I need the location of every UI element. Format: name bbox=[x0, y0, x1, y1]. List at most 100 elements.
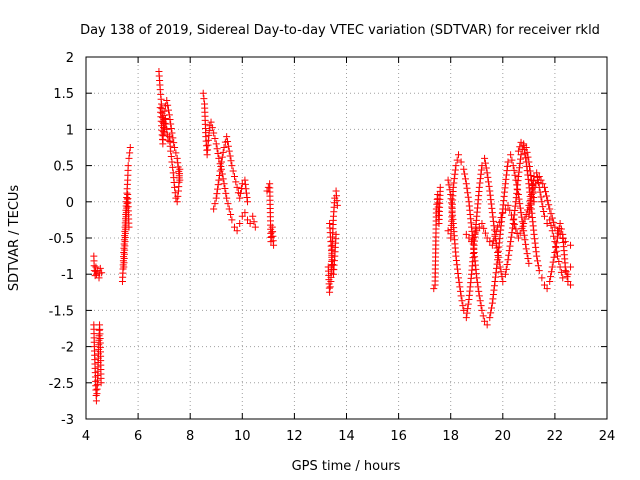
data-point bbox=[493, 264, 501, 272]
data-point bbox=[491, 277, 499, 285]
data-point bbox=[501, 180, 509, 188]
data-point bbox=[326, 288, 334, 296]
x-tick-label: 20 bbox=[495, 429, 512, 444]
data-point bbox=[212, 140, 220, 148]
data-point bbox=[463, 309, 471, 317]
data-point bbox=[167, 124, 175, 132]
data-point bbox=[564, 270, 572, 278]
data-point bbox=[502, 171, 510, 179]
data-point bbox=[216, 167, 224, 175]
data-point bbox=[464, 305, 472, 313]
x-tick-label: 4 bbox=[82, 429, 90, 444]
data-point bbox=[518, 224, 526, 232]
data-point bbox=[450, 175, 458, 183]
data-point bbox=[326, 283, 334, 291]
x-tick-label: 8 bbox=[186, 429, 194, 444]
data-point bbox=[210, 205, 218, 213]
data-point bbox=[161, 115, 169, 123]
data-point bbox=[236, 194, 244, 202]
data-point bbox=[554, 229, 562, 237]
data-point bbox=[473, 278, 481, 286]
data-point bbox=[168, 158, 176, 166]
data-point bbox=[523, 162, 531, 170]
data-point bbox=[455, 274, 463, 282]
data-point bbox=[487, 309, 495, 317]
data-point bbox=[492, 273, 500, 281]
data-point bbox=[242, 189, 250, 197]
data-point bbox=[477, 302, 485, 310]
data-point bbox=[526, 199, 534, 207]
data-point bbox=[469, 234, 477, 242]
data-point bbox=[516, 229, 524, 237]
data-point bbox=[487, 196, 495, 204]
data-point bbox=[171, 189, 179, 197]
data-point bbox=[219, 148, 227, 156]
data-point bbox=[210, 129, 218, 137]
data-point bbox=[499, 209, 507, 217]
data-point bbox=[471, 230, 479, 238]
data-point bbox=[242, 185, 250, 193]
data-point bbox=[232, 178, 240, 186]
data-point bbox=[460, 165, 468, 173]
data-point bbox=[228, 216, 236, 224]
data-point bbox=[246, 220, 254, 228]
data-point bbox=[168, 129, 176, 137]
data-point bbox=[492, 228, 500, 236]
data-point bbox=[243, 193, 251, 201]
data-point bbox=[508, 156, 516, 164]
data-point bbox=[126, 144, 134, 151]
data-point bbox=[446, 186, 454, 194]
data-point bbox=[481, 229, 489, 237]
data-point bbox=[543, 220, 551, 228]
data-point bbox=[516, 204, 524, 212]
y-tick-label: 1.5 bbox=[53, 87, 74, 102]
data-point bbox=[223, 133, 231, 141]
data-point bbox=[215, 176, 223, 184]
data-point bbox=[238, 180, 246, 188]
data-point bbox=[488, 304, 496, 312]
x-tick-label: 12 bbox=[286, 429, 303, 444]
data-point bbox=[531, 239, 539, 247]
data-point bbox=[214, 181, 222, 189]
data-point bbox=[547, 221, 555, 229]
data-point bbox=[518, 213, 526, 221]
x-tick-label: 10 bbox=[234, 429, 251, 444]
y-tick-label: 2 bbox=[66, 51, 74, 66]
data-point bbox=[517, 209, 525, 217]
data-point bbox=[176, 176, 184, 184]
data-point bbox=[504, 256, 512, 264]
data-point bbox=[92, 263, 100, 271]
data-point bbox=[475, 183, 483, 191]
data-point bbox=[488, 241, 496, 249]
data-point bbox=[455, 278, 463, 286]
data-point bbox=[503, 261, 511, 269]
data-point bbox=[556, 263, 564, 271]
data-point bbox=[550, 253, 558, 261]
data-point bbox=[478, 220, 486, 228]
data-point bbox=[503, 167, 511, 175]
data-point bbox=[207, 118, 215, 126]
data-point bbox=[556, 220, 564, 228]
data-points bbox=[90, 67, 575, 405]
data-point bbox=[164, 106, 172, 114]
data-point bbox=[527, 172, 535, 180]
data-point bbox=[453, 265, 461, 273]
data-point bbox=[557, 268, 565, 276]
data-point bbox=[525, 259, 533, 267]
data-point bbox=[516, 159, 524, 167]
data-point bbox=[547, 210, 555, 218]
data-point bbox=[501, 205, 509, 213]
data-point bbox=[485, 182, 493, 190]
data-point bbox=[462, 180, 470, 188]
data-point bbox=[522, 154, 530, 162]
data-point bbox=[124, 162, 132, 170]
data-point bbox=[125, 154, 133, 162]
data-point bbox=[534, 178, 542, 186]
data-point bbox=[509, 162, 517, 170]
data-point bbox=[495, 218, 503, 226]
data-point bbox=[507, 233, 515, 241]
data-point bbox=[520, 145, 528, 153]
data-point bbox=[511, 171, 519, 179]
data-point bbox=[502, 265, 510, 273]
data-point bbox=[270, 241, 278, 249]
